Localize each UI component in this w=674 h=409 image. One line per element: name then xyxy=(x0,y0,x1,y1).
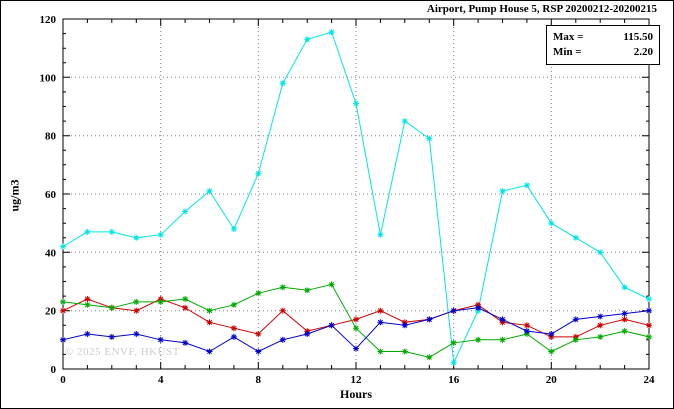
y-tick-label: 60 xyxy=(45,189,57,201)
x-tick-label: 12 xyxy=(351,374,363,386)
x-tick-label: 24 xyxy=(644,374,656,386)
legend-row-min: Min = 2.20 xyxy=(553,45,653,60)
x-tick-label: 8 xyxy=(256,374,262,386)
series-red xyxy=(60,296,652,340)
y-tick-label: 100 xyxy=(40,72,57,84)
legend-box: Max = 115.50 Min = 2.20 xyxy=(546,25,660,65)
legend-max-label: Max = xyxy=(553,31,584,43)
y-axis-label: ug/m3 xyxy=(7,179,22,212)
grid-lines xyxy=(63,19,649,369)
x-tick-label: 20 xyxy=(546,374,558,386)
y-tick-label: 80 xyxy=(45,131,57,143)
y-tick-label: 120 xyxy=(40,14,57,26)
chart-title: Airport, Pump House 5, RSP 20200212-2020… xyxy=(426,3,657,15)
y-tick-label: 40 xyxy=(45,247,57,259)
series-markers xyxy=(60,304,652,355)
legend-min-value: 2.20 xyxy=(633,46,653,58)
x-tick-label: 4 xyxy=(158,374,164,386)
x-axis-label: Hours xyxy=(339,387,372,401)
y-tick-label: 0 xyxy=(51,364,57,376)
x-tick-label: 0 xyxy=(60,374,66,386)
series-markers xyxy=(60,296,652,340)
series-markers xyxy=(60,29,652,366)
watermark: © 2025 ENVF, HKUST xyxy=(65,346,180,358)
axes xyxy=(62,18,650,370)
legend-max-value: 115.50 xyxy=(623,31,653,43)
y-tick-label: 20 xyxy=(45,306,57,318)
x-tick-label: 16 xyxy=(448,374,460,386)
series-line xyxy=(62,31,650,365)
legend-row-max: Max = 115.50 xyxy=(553,30,653,45)
tick-labels: 0 4 8 12 16 20 24 0 20 40 60 80 100 120 xyxy=(40,14,656,386)
series-blue xyxy=(60,304,652,355)
legend-min-label: Min = xyxy=(553,46,582,58)
series-cyan xyxy=(60,29,652,366)
